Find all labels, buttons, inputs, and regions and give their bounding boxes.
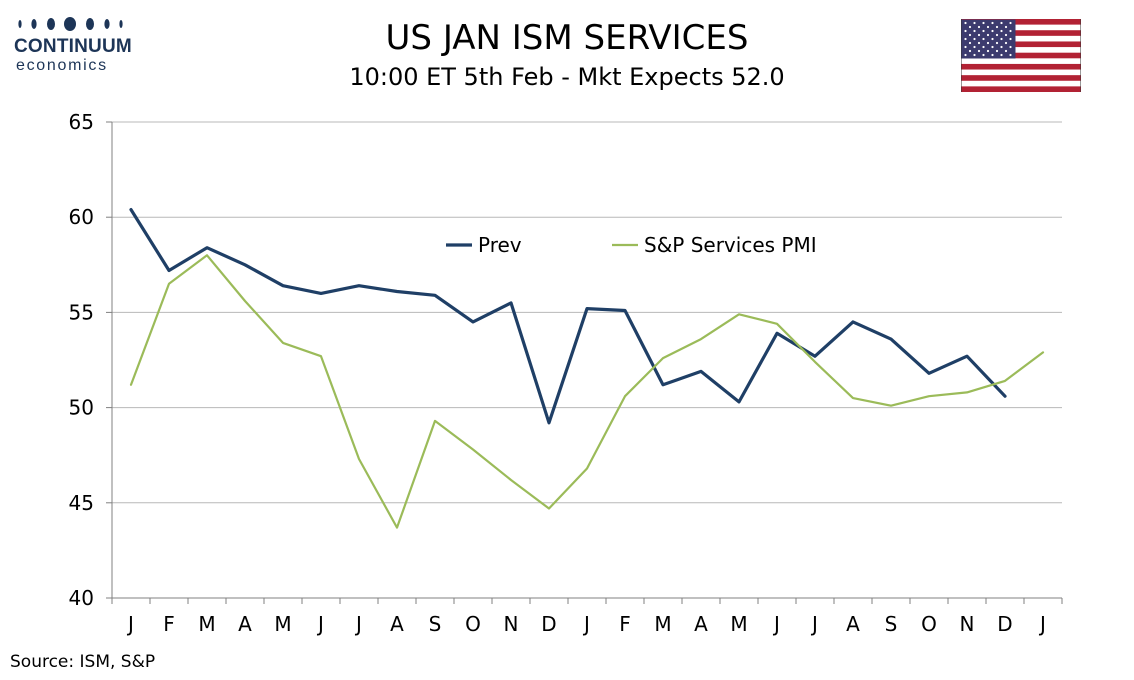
x-tick-label: J — [772, 612, 780, 636]
x-tick-label: N — [504, 612, 519, 636]
x-tick-label: A — [694, 612, 708, 636]
x-tick-label: J — [1038, 612, 1046, 636]
x-tick-label: D — [541, 612, 556, 636]
x-tick-label: J — [354, 612, 362, 636]
y-tick-label: 45 — [69, 491, 94, 515]
x-tick-label: M — [198, 612, 215, 636]
x-tick-label: F — [619, 612, 631, 636]
logo-wordmark: CONTINUUM — [14, 36, 132, 57]
x-tick-label: J — [582, 612, 590, 636]
x-tick-label: J — [810, 612, 818, 636]
x-tick-label: N — [960, 612, 975, 636]
y-tick-label: 55 — [69, 300, 94, 324]
x-tick-label: M — [730, 612, 747, 636]
chart-title: US JAN ISM SERVICES — [385, 18, 749, 58]
logo-subtext: economics — [16, 57, 108, 74]
x-tick-label: D — [997, 612, 1012, 636]
source-note: Source: ISM, S&P — [10, 652, 156, 672]
y-tick-label: 40 — [69, 586, 94, 610]
x-tick-label: A — [238, 612, 252, 636]
x-tick-label: A — [846, 612, 860, 636]
us-flag-icon — [960, 18, 1082, 93]
x-tick-label: M — [654, 612, 671, 636]
x-tick-label: J — [316, 612, 324, 636]
series-line-prev — [129, 208, 1007, 425]
company-logo: CONTINUUM economics — [14, 14, 144, 78]
x-tick-label: A — [390, 612, 404, 636]
y-tick-label: 50 — [69, 396, 94, 420]
y-tick-label: 65 — [69, 110, 94, 134]
x-tick-label: J — [126, 612, 134, 636]
x-tick-label: M — [274, 612, 291, 636]
legend-label: S&P Services PMI — [644, 233, 817, 257]
series-line-sp-services-pmi — [129, 254, 1045, 529]
x-tick-label: S — [885, 612, 898, 636]
chart-subtitle: 10:00 ET 5th Feb - Mkt Expects 52.0 — [349, 63, 785, 91]
x-tick-label: O — [465, 612, 481, 636]
x-tick-label: S — [429, 612, 442, 636]
x-tick-label: O — [921, 612, 937, 636]
legend-label: Prev — [478, 233, 522, 257]
x-tick-label: F — [163, 612, 175, 636]
dots-logo — [18, 17, 123, 31]
y-tick-label: 60 — [69, 205, 94, 229]
